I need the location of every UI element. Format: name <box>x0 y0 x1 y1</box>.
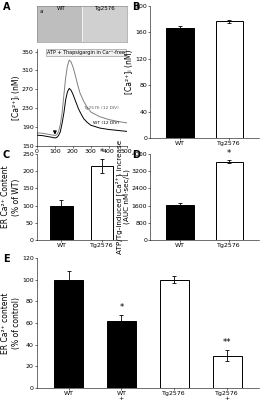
Text: C: C <box>3 150 10 160</box>
Bar <box>91 166 114 240</box>
Text: ATP + Thapsigargin in Ca²⁺-free: ATP + Thapsigargin in Ca²⁺-free <box>48 50 125 55</box>
Text: WT (12 DIV): WT (12 DIV) <box>93 121 119 125</box>
Text: WT: WT <box>57 6 65 11</box>
Bar <box>213 356 242 388</box>
Y-axis label: [Ca²⁺]ᵢ (nM): [Ca²⁺]ᵢ (nM) <box>12 75 21 120</box>
Bar <box>54 280 83 388</box>
Bar <box>37 6 82 42</box>
Text: **: ** <box>223 338 231 347</box>
Text: A: A <box>3 2 10 12</box>
Text: Tg2576: Tg2576 <box>94 6 115 11</box>
Y-axis label: ER Ca²⁺ content
(% of control): ER Ca²⁺ content (% of control) <box>1 292 21 354</box>
Text: *: * <box>227 149 231 158</box>
Text: *: * <box>119 303 124 312</box>
Y-axis label: [Ca²⁺]ᵢ (nM): [Ca²⁺]ᵢ (nM) <box>125 50 134 94</box>
Text: a: a <box>40 9 43 14</box>
X-axis label: Time (sec): Time (sec) <box>62 156 102 164</box>
Text: B: B <box>132 2 139 12</box>
Text: E: E <box>3 254 9 264</box>
Text: *: * <box>100 148 104 157</box>
Text: D: D <box>132 150 140 160</box>
Text: Tg2576 (12 DIV): Tg2576 (12 DIV) <box>83 106 119 110</box>
Bar <box>216 162 243 240</box>
Bar <box>167 204 194 240</box>
Bar <box>160 280 189 388</box>
Bar <box>82 6 127 42</box>
Bar <box>216 21 243 138</box>
Bar <box>50 206 73 240</box>
Y-axis label: ATP/Tg-induced [Ca²⁺]ᵢ increase
(AUC nM·sec/L): ATP/Tg-induced [Ca²⁺]ᵢ increase (AUC nM·… <box>115 140 130 254</box>
Y-axis label: ER Ca²⁺ Content
(% of WT): ER Ca²⁺ Content (% of WT) <box>1 166 21 228</box>
Bar <box>107 321 136 388</box>
Bar <box>167 28 194 138</box>
